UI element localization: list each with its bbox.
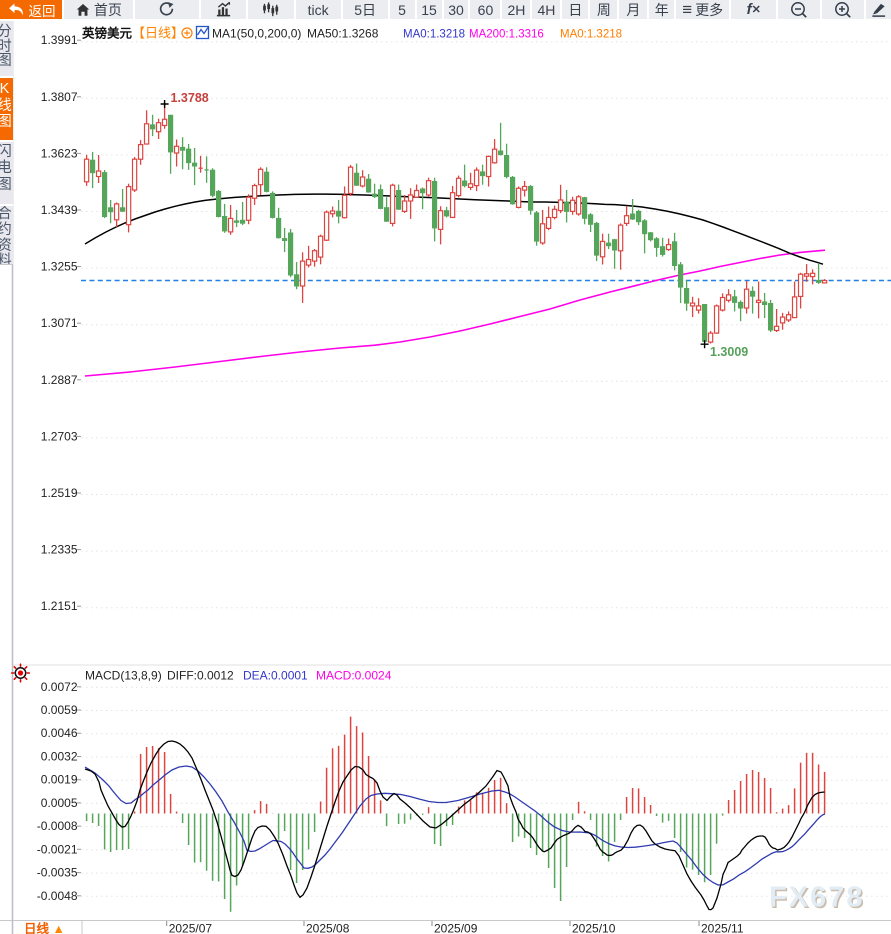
svg-text:1.3009: 1.3009 <box>710 345 748 359</box>
svg-text:MA200:1.3316: MA200:1.3316 <box>469 29 544 41</box>
svg-text:FX678: FX678 <box>769 882 864 914</box>
svg-text:1.3255: 1.3255 <box>41 260 78 274</box>
svg-text:日线 ▲: 日线 ▲ <box>24 921 65 934</box>
svg-text:2025/09: 2025/09 <box>434 922 478 934</box>
svg-text:1.3991: 1.3991 <box>41 33 78 47</box>
svg-text:MA0:1.3218: MA0:1.3218 <box>403 29 465 41</box>
svg-text:-0.0048: -0.0048 <box>37 889 78 903</box>
svg-text:2025/08: 2025/08 <box>306 922 350 934</box>
svg-text:1.3439: 1.3439 <box>41 203 78 217</box>
svg-text:DIFF:0.0012: DIFF:0.0012 <box>167 669 234 683</box>
svg-text:MACD:0.0024: MACD:0.0024 <box>316 669 392 683</box>
svg-text:1.3788: 1.3788 <box>171 91 209 105</box>
svg-text:DEA:0.0001: DEA:0.0001 <box>243 669 308 683</box>
svg-text:-0.0008: -0.0008 <box>37 819 78 833</box>
svg-text:MACD(13,8,9): MACD(13,8,9) <box>85 669 162 683</box>
svg-text:MA50:1.3268: MA50:1.3268 <box>307 27 379 41</box>
svg-text:1.2887: 1.2887 <box>41 373 78 387</box>
svg-text:1.2703: 1.2703 <box>41 429 78 443</box>
svg-text:1.2151: 1.2151 <box>41 599 78 613</box>
svg-text:0.0072: 0.0072 <box>41 680 78 694</box>
svg-text:1.2335: 1.2335 <box>41 543 78 557</box>
svg-text:1.2519: 1.2519 <box>41 486 78 500</box>
svg-text:1.3807: 1.3807 <box>41 90 78 104</box>
svg-text:MA0:1.3218: MA0:1.3218 <box>560 29 622 41</box>
svg-text:FX678: FX678 <box>771 883 866 915</box>
svg-text:英镑美元【日线】: 英镑美元【日线】 <box>82 26 184 41</box>
svg-text:-0.0035: -0.0035 <box>37 866 78 880</box>
svg-text:1.3623: 1.3623 <box>41 146 78 160</box>
svg-text:0.0032: 0.0032 <box>41 750 78 764</box>
svg-text:-0.0021: -0.0021 <box>37 842 78 856</box>
svg-text:0.0046: 0.0046 <box>41 726 78 740</box>
svg-text:0.0005: 0.0005 <box>41 796 78 810</box>
svg-text:0.0019: 0.0019 <box>41 773 78 787</box>
svg-text:1.3071: 1.3071 <box>41 316 78 330</box>
svg-text:MA1(50,0,200,0): MA1(50,0,200,0) <box>212 27 301 41</box>
svg-text:0.0059: 0.0059 <box>41 703 78 717</box>
svg-text:2025/11: 2025/11 <box>701 922 744 934</box>
svg-text:2025/10: 2025/10 <box>572 922 616 934</box>
svg-text:2025/07: 2025/07 <box>169 922 213 934</box>
